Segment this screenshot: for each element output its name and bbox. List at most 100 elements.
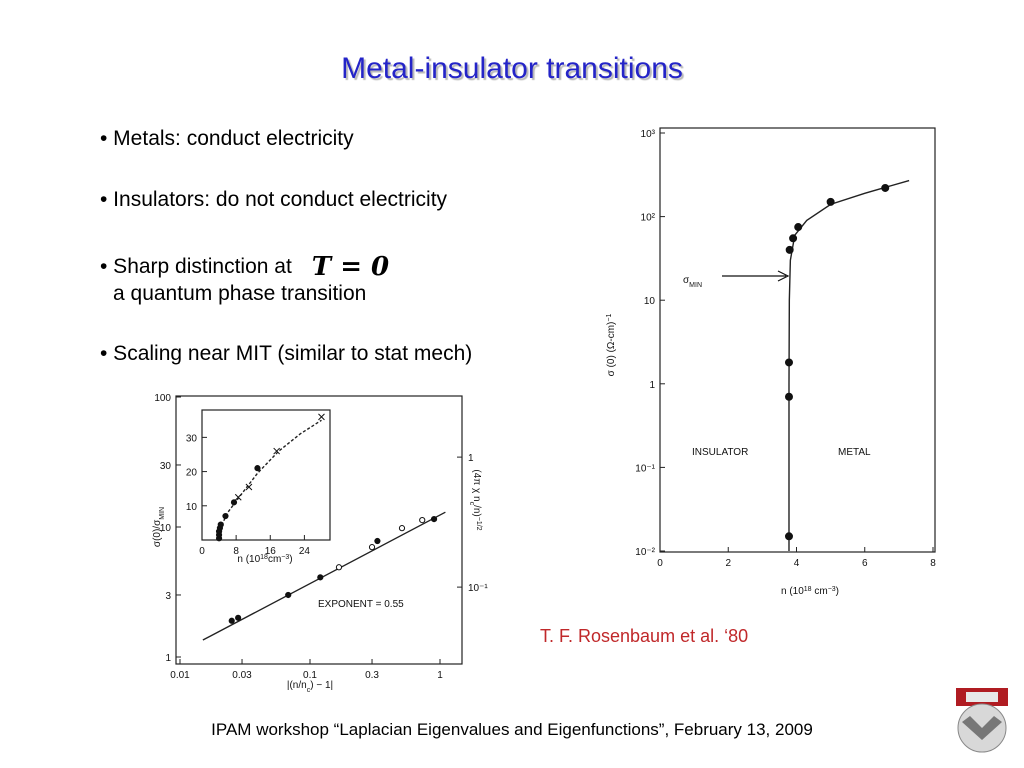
x-tick-label: 8 <box>930 558 936 569</box>
point <box>368 544 376 551</box>
footer: IPAM workshop “Laplacian Eigenvalues and… <box>211 720 813 739</box>
label-part: n (10 <box>237 554 260 565</box>
label-part: ) <box>289 554 292 565</box>
y-tick-label: 10⁻¹ <box>635 463 655 474</box>
label-part: 18 <box>804 586 812 593</box>
point <box>273 447 281 455</box>
x-tick-label: 0.01 <box>170 670 190 681</box>
x-tick-label: 2 <box>725 558 731 569</box>
point <box>785 245 794 254</box>
y-tick-label: 100 <box>154 393 171 404</box>
point <box>419 516 426 524</box>
y-tick-label: 10 <box>644 296 656 307</box>
y-tick-label: 30 <box>160 461 172 472</box>
y-tick-label: 10 <box>160 523 172 534</box>
point <box>826 197 835 206</box>
y-tick-label: 1 <box>165 653 171 664</box>
point <box>230 499 238 506</box>
x-tick-label: 16 <box>265 546 277 557</box>
y-tick-label: 10 <box>186 502 198 513</box>
arrow-label: σMIN <box>683 275 702 289</box>
point <box>430 516 438 523</box>
y2-axis-label: (4π χ nc/n)−1/2 <box>469 469 483 530</box>
x-tick-label: 6 <box>862 558 868 569</box>
point <box>784 392 793 401</box>
x-tick-label: 0 <box>657 558 663 569</box>
x-tick-label: 24 <box>299 546 311 557</box>
bullet-text: • Sharp distinction at <box>100 255 292 278</box>
math: T = 0 <box>311 252 390 282</box>
plot-frame <box>175 395 463 665</box>
point <box>318 413 325 421</box>
label-part: ) − 1| <box>310 680 333 691</box>
fit-curve <box>218 419 322 541</box>
slide-title: Metal-insulator transitions <box>341 52 683 85</box>
label-part: (4π χ n <box>471 469 482 501</box>
point <box>881 183 890 192</box>
logo <box>956 688 1008 753</box>
label-part: /n) <box>471 505 482 517</box>
y-axis-label: σ (0) (Ω-cm)−1 <box>606 314 618 377</box>
y-tick-label: 3 <box>165 591 171 602</box>
annotation: EXPONENT = 0.55 <box>318 599 404 610</box>
x-tick-label: 0 <box>199 546 205 557</box>
citation: T. F. Rosenbaum et al. ‘80 <box>540 626 749 646</box>
point <box>335 564 343 571</box>
point <box>254 465 261 472</box>
point <box>217 521 224 528</box>
x-tick-label: 0.1 <box>303 670 317 681</box>
label-part: c <box>469 502 476 506</box>
x-axis-label: n (1018 cm−3) <box>781 586 839 598</box>
point <box>228 617 235 624</box>
label-part: c <box>307 687 311 694</box>
annotation: METAL <box>838 447 871 458</box>
bullet: • Metals: conduct electricity <box>100 127 354 150</box>
point <box>794 223 803 232</box>
point <box>245 483 253 491</box>
bullet: • Sharp distinction at T = 0 <box>100 250 390 282</box>
x-tick-label: 0.3 <box>365 670 379 681</box>
plot-frame <box>659 127 936 553</box>
label-part: cm <box>812 586 828 597</box>
x-axis-label: |(n/nc) − 1| <box>287 680 333 694</box>
plot-frame <box>201 409 331 541</box>
label-part: n (10 <box>781 586 804 597</box>
label-part: cm <box>268 554 281 565</box>
point <box>222 512 229 520</box>
x-tick-label: 8 <box>233 546 239 557</box>
point <box>234 493 242 501</box>
y-tick-label: 1 <box>649 380 655 391</box>
y-tick-label: 20 <box>186 468 198 479</box>
y2-tick-label: 10⁻¹ <box>468 583 488 594</box>
point <box>285 591 292 599</box>
y-tick-label: 10² <box>641 213 656 224</box>
label-part: MIN <box>159 507 166 520</box>
bullet-continuation: a quantum phase transition <box>113 282 367 305</box>
point <box>784 532 793 541</box>
label-part: MIN <box>689 282 702 289</box>
point <box>317 574 324 581</box>
label-part: ) <box>836 586 839 597</box>
point <box>789 234 798 243</box>
point <box>398 525 406 532</box>
x-tick-label: 1 <box>437 670 443 681</box>
label-part: 18 <box>260 554 268 561</box>
point <box>784 358 793 367</box>
fit-curve <box>788 179 910 551</box>
y-tick-label: 10⁻² <box>635 547 655 558</box>
fit-curve <box>202 511 446 641</box>
annotation: INSULATOR <box>692 447 748 458</box>
y-tick-label: 30 <box>186 433 198 444</box>
bullet: • Scaling near MIT (similar to stat mech… <box>100 342 473 365</box>
bullet: • Insulators: do not conduct electricity <box>100 188 448 211</box>
label-part: σ (0) (Ω-cm) <box>606 322 617 377</box>
y-axis-label: σ(0)/σMIN <box>152 507 166 547</box>
point <box>374 537 381 545</box>
label-part: −3 <box>828 586 836 593</box>
label-part: |(n/n <box>287 680 307 691</box>
label-part: −3 <box>281 554 289 561</box>
label-part: σ(0)/σ <box>152 519 163 547</box>
arrow <box>722 270 790 282</box>
